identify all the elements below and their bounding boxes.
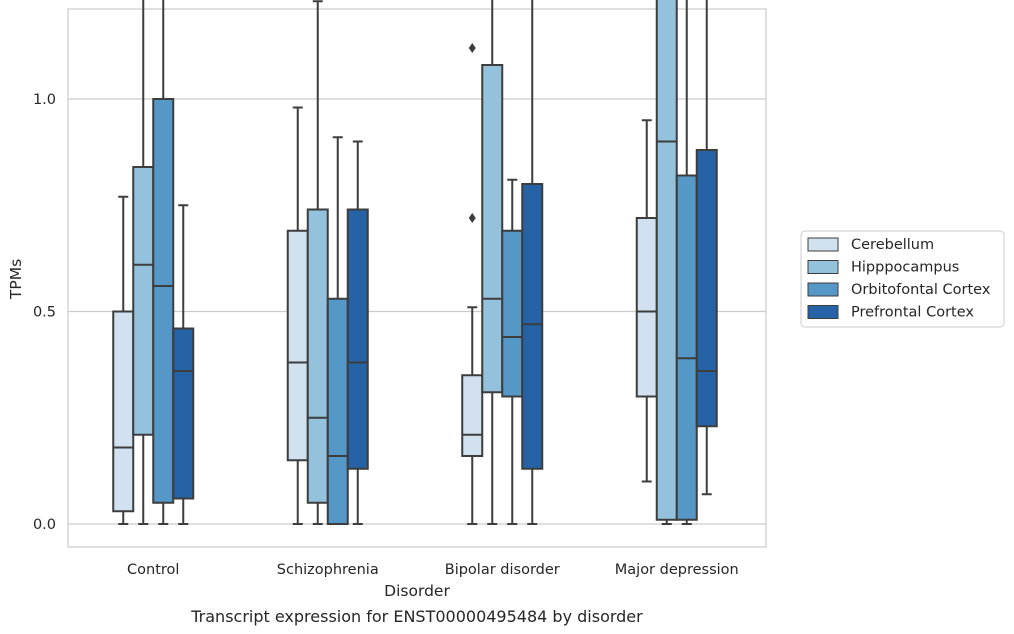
box-hipppocampus (306, 0, 329, 525)
box-orbitofontal-cortex (326, 136, 349, 525)
plot-area-frame (67, 8, 767, 548)
x-tick-label: Schizophrenia (277, 562, 379, 578)
box-hipppocampus (132, 0, 155, 525)
box-iqr (286, 229, 309, 462)
box-hipppocampus (655, 0, 678, 525)
legend-label: Orbitofontal Cortex (851, 282, 991, 298)
box-cerebellum (286, 106, 309, 525)
legend-swatch (807, 260, 839, 274)
y-tick-label: 0.0 (33, 517, 56, 533)
box-iqr (635, 217, 658, 398)
box-orbitofontal-cortex (152, 0, 175, 525)
x-axis-ticks: Control Schizophrenia Bipolar disorder Majo… (127, 562, 739, 578)
box-iqr (112, 310, 135, 513)
box-prefrontal-cortex (695, 0, 718, 496)
box-iqr (132, 166, 155, 436)
box-iqr (655, 0, 678, 521)
outlier-point (468, 43, 476, 53)
y-tick-label: 0.5 (33, 305, 56, 321)
x-tick-label: Control (127, 562, 179, 578)
outlier-point (468, 213, 476, 223)
box-iqr (501, 229, 524, 398)
box-iqr (481, 64, 504, 394)
box-iqr (695, 149, 718, 428)
box-cerebellum (461, 43, 484, 525)
x-tick-label: Major depression (615, 562, 739, 578)
legend-label: Prefrontal Cortex (851, 305, 974, 321)
x-tick-label: Bipolar disorder (445, 562, 560, 578)
box-iqr (306, 208, 329, 504)
box-iqr (675, 174, 698, 521)
legend-label: Cerebellum (851, 237, 934, 253)
box-series (112, 0, 718, 525)
y-tick-label: 1.0 (33, 92, 56, 108)
box-iqr (521, 183, 544, 470)
legend-label: Hipppocampus (851, 260, 959, 276)
box-iqr (172, 327, 195, 500)
box-orbitofontal-cortex (675, 0, 698, 525)
y-axis-title: TPMs (7, 259, 25, 300)
box-prefrontal-cortex (521, 0, 544, 525)
legend-swatch (807, 305, 839, 319)
box-hipppocampus (481, 0, 504, 525)
legend-swatch (807, 237, 839, 252)
box-prefrontal-cortex (346, 140, 369, 525)
legend-frame (800, 230, 1005, 328)
box-cerebellum (635, 119, 658, 483)
box-iqr (326, 297, 349, 525)
legend: Cerebellum Hipppocampus Orbitofontal Corte… (800, 230, 1005, 328)
box-prefrontal-cortex (172, 204, 195, 525)
box-cerebellum (112, 195, 135, 525)
box-iqr (346, 208, 369, 470)
box-orbitofontal-cortex (501, 178, 524, 525)
figure-caption: Transcript expression for ENST0000049548… (190, 607, 643, 626)
legend-swatch (807, 282, 839, 297)
y-axis-ticks: 0.00.51.01.52.0 (33, 92, 56, 533)
x-axis-title: Disorder (384, 582, 450, 600)
box-iqr (152, 98, 175, 504)
box-iqr (461, 374, 484, 457)
